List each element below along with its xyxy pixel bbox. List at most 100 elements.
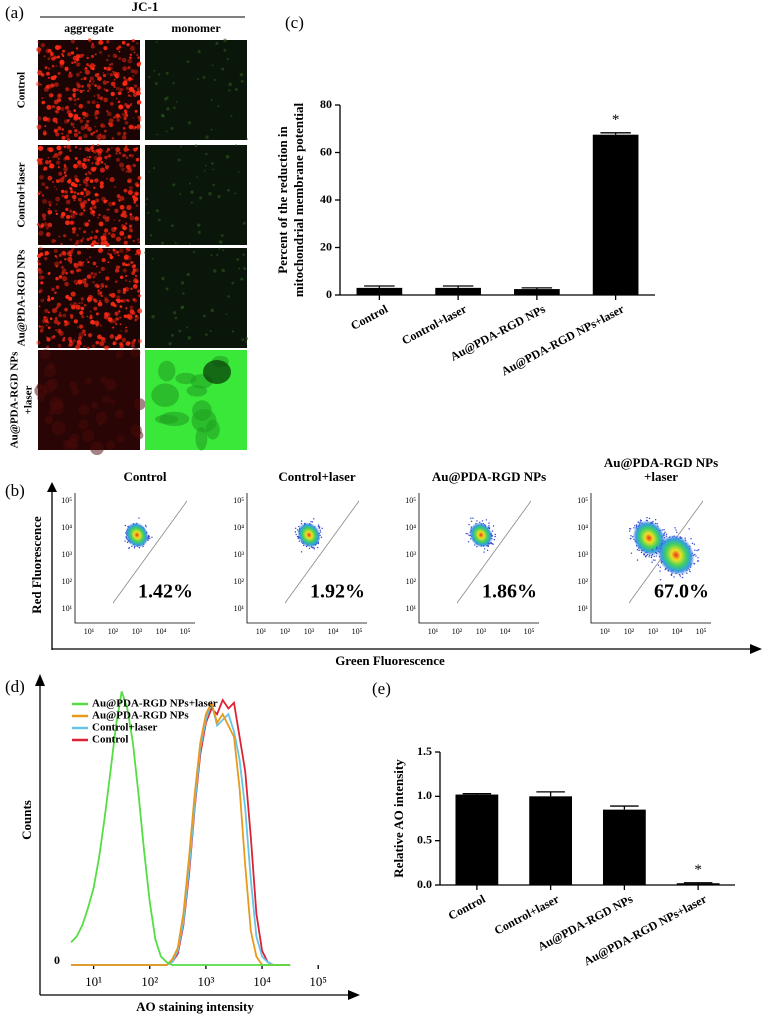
event-dot	[318, 526, 321, 528]
speckle	[161, 241, 164, 245]
speckle	[58, 253, 62, 257]
speckle	[71, 304, 76, 310]
event-dot	[151, 536, 153, 539]
x-tick-label: 10¹	[428, 627, 439, 636]
x-tick-label: 10¹	[84, 627, 95, 636]
speckle	[89, 236, 93, 240]
speckle	[94, 73, 99, 78]
speckle	[86, 148, 91, 152]
speckle	[114, 208, 119, 213]
speckle	[73, 319, 78, 324]
speckle	[123, 254, 129, 260]
event-dot	[491, 530, 494, 532]
speckle	[99, 181, 104, 186]
speckle	[86, 237, 90, 242]
speckle	[115, 147, 121, 153]
speckle	[138, 241, 141, 244]
speckle	[65, 199, 71, 205]
speckle	[145, 203, 147, 206]
speckle	[81, 53, 85, 57]
speckle	[89, 314, 93, 317]
speckle	[57, 157, 60, 160]
y-tick-label: 10⁴	[61, 523, 72, 532]
speckle	[238, 171, 240, 174]
speckle	[202, 75, 206, 79]
x-tick-label: 10⁵	[524, 627, 535, 636]
speckle	[129, 53, 132, 56]
speckle	[93, 131, 96, 134]
speckle	[92, 261, 97, 266]
speckle	[136, 53, 139, 57]
x-tick-label: 10¹	[600, 627, 611, 636]
speckle	[61, 265, 64, 269]
speckle	[62, 176, 65, 179]
speckle	[70, 291, 76, 297]
speckle	[47, 311, 50, 314]
speckle	[38, 262, 41, 266]
speckle	[41, 100, 46, 105]
event-dot	[319, 529, 321, 531]
speckle	[69, 433, 79, 443]
speckle	[109, 73, 113, 77]
speckle	[74, 146, 78, 149]
speckle	[155, 41, 158, 44]
speckle	[194, 144, 198, 148]
speckle	[55, 329, 58, 332]
speckle	[55, 65, 58, 67]
speckle	[120, 330, 122, 332]
speckle	[54, 291, 57, 294]
event-dot	[696, 549, 698, 552]
bar	[592, 134, 639, 295]
speckle	[39, 161, 44, 166]
speckle	[190, 201, 193, 204]
speckle	[103, 97, 108, 103]
event-dot	[663, 532, 665, 535]
plot-axes	[590, 493, 711, 624]
speckle	[174, 316, 178, 320]
speckle	[118, 151, 122, 155]
speckle	[39, 161, 43, 164]
speckle	[86, 56, 89, 60]
event-dot	[313, 547, 315, 549]
speckle	[116, 113, 120, 118]
speckle	[118, 310, 121, 313]
y-tick-label: 10²	[62, 577, 73, 586]
speckle	[98, 271, 101, 274]
speckle	[63, 171, 67, 174]
speckle	[108, 63, 112, 66]
speckle	[61, 128, 65, 131]
speckle	[91, 162, 94, 165]
speckle	[93, 113, 97, 117]
speckle	[77, 131, 81, 134]
speckle	[90, 146, 94, 150]
speckle	[129, 224, 133, 228]
speckle	[77, 268, 82, 272]
speckle	[221, 268, 225, 273]
speckle	[91, 100, 96, 105]
speckle	[99, 324, 102, 327]
legend-label: Control+laser	[92, 722, 157, 734]
speckle	[45, 226, 49, 230]
speckle	[104, 155, 108, 160]
speckle	[89, 76, 94, 81]
speckle	[63, 156, 68, 161]
event-dot	[689, 570, 691, 573]
event-dot	[138, 517, 140, 519]
speckle	[125, 326, 128, 329]
event-dot	[675, 529, 677, 531]
speckle	[120, 299, 124, 303]
y-tick-label: 10³	[578, 550, 589, 559]
image-background	[145, 145, 247, 245]
y-tick-label: 10⁴	[233, 523, 244, 532]
speckle	[116, 46, 120, 51]
event-dot	[628, 530, 631, 532]
speckle	[123, 213, 128, 219]
event-dot	[684, 537, 686, 539]
speckle	[99, 96, 104, 100]
speckle	[93, 306, 98, 311]
speckle	[58, 313, 62, 318]
speckle	[63, 119, 69, 124]
speckle	[240, 80, 244, 83]
speckle	[65, 134, 70, 139]
speckle	[40, 281, 44, 285]
